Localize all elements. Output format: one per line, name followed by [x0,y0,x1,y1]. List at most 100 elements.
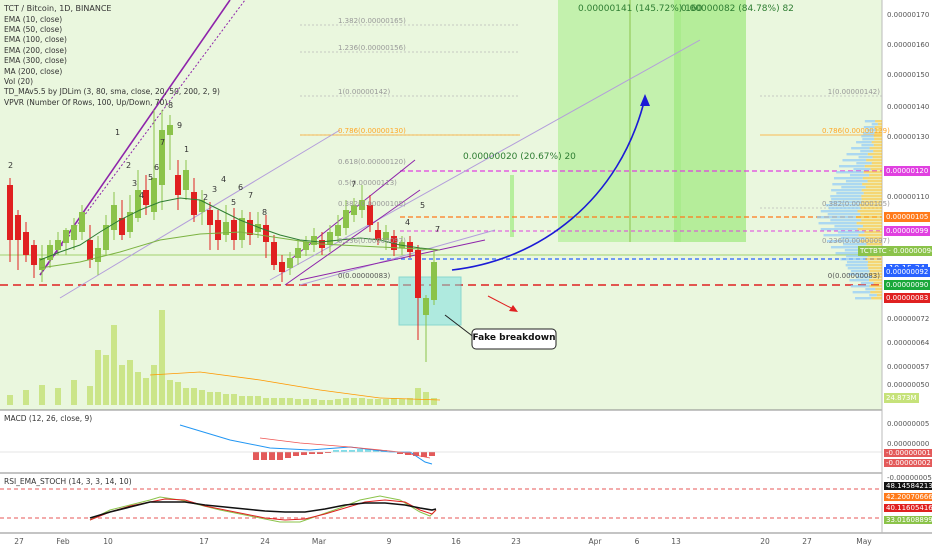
td-count: 5 [420,201,425,210]
fib-label-right: 0(0.00000083) [827,272,880,280]
candle [215,220,221,240]
vpvr-bar [861,198,882,201]
price-tick: 0.00000160 [887,41,930,49]
candle [79,212,85,232]
vpvr-bar [870,168,882,171]
candle [423,298,429,315]
td-count: 4 [139,191,144,200]
vpvr-bar [860,150,874,153]
vpvr-bar [863,192,882,195]
vpvr-bar [863,171,882,174]
volume-bar [271,398,277,405]
volume-profile [816,120,882,300]
td-count: 8 [168,101,173,110]
fib-label: 0(0.00000083) [338,272,391,280]
vpvr-bar [862,177,882,180]
vpvr-bar [869,174,882,177]
td-count: 2 [126,161,131,170]
vpvr-bar [860,201,882,204]
macd-tag: -0.00000002 [884,459,932,467]
td-count: 1 [115,128,120,137]
price-tick: 0.00000072 [887,315,930,323]
vpvr-bar [863,132,875,135]
fake-breakdown-box [398,276,462,326]
vpvr-bar [875,129,882,132]
volume-bar [143,378,149,405]
vpvr-bar [861,189,882,192]
indicator-label[interactable]: VPVR (Number Of Rows, 100, Up/Down, 70) [4,97,168,107]
vpvr-bar [871,123,878,126]
indicator-label[interactable]: EMA (50, close) [4,24,63,34]
indicator-label[interactable]: EMA (10, close) [4,14,63,24]
volume-bar [263,398,269,405]
rsi-tag: 48.14584213 [884,482,932,490]
td-count: 5 [148,173,153,182]
vpvr-bar [823,234,859,237]
rsi-tag: 33.01608899 [884,516,932,524]
candle [87,240,93,260]
candle [271,242,277,265]
td-count: 2 [203,193,208,202]
annotation-box[interactable] [471,328,557,350]
vpvr-bar [836,192,864,195]
candle [359,200,365,210]
macd-tick: -0.00000005 [887,474,932,482]
price-tag: 0.00000105 [884,212,931,222]
vpvr-bar [859,240,882,243]
indicator-label[interactable]: Vol (20) [4,76,34,86]
vpvr-bar [874,138,882,141]
vpvr-bar [841,186,866,189]
price-tag: TCTBTC · 0.00000094 [858,246,932,256]
indicator-label[interactable]: EMA (100, close) [4,35,67,45]
projection-box-large [558,0,681,242]
price-tag: 0.00000083 [884,293,931,303]
vpvr-bar [869,270,882,273]
vpvr-bar [818,222,857,225]
td-count: 2 [8,161,13,170]
candle [175,175,181,195]
vpvr-bar [873,144,882,147]
price-tick: 0.00000050 [887,381,930,389]
vpvr-bar [845,180,868,183]
macd-bar [373,450,379,452]
vpvr-bar [828,207,861,210]
price-tick: 0.00000130 [887,133,930,141]
vpvr-bar [863,126,875,129]
indicator-label[interactable]: EMA (200, close) [4,45,67,55]
volume-bar [95,350,101,405]
fib-label: 1(0.00000142) [338,88,391,96]
indicator-label[interactable]: MA (200, close) [4,66,63,76]
price-tick: 0.00000140 [887,103,930,111]
volume-bar [135,372,141,405]
vpvr-bar [843,243,867,246]
time-tick: 13 [671,537,681,546]
vpvr-bar [869,147,882,150]
fib-label: 0.5(0.00000113) [338,179,397,187]
legend: TCT / Bitcoin, 1D, BINANCE EMA (10, clos… [4,4,220,108]
candle [111,205,117,230]
macd-bar [269,452,275,460]
price-tick: 0.00000064 [887,339,930,347]
macd-bar [333,450,339,452]
vpvr-bar [820,228,858,231]
candle [255,224,261,232]
vpvr-bar [867,264,882,267]
candle [303,242,309,250]
indicator-label[interactable]: TD_MAv5.5 by JDLim (3, 80, sma, close, 2… [4,87,220,97]
vpvr-bar [846,153,868,156]
macd-bar [253,452,259,460]
macd-bar [349,450,355,452]
symbol-title[interactable]: TCT / Bitcoin, 1D, BINANCE [4,4,112,13]
volume-bar [351,398,357,405]
volume-bar [247,396,253,405]
macd-bar [365,449,371,452]
macd-bar [413,452,419,456]
rsi-label[interactable]: RSI_EMA_STOCH (14, 3, 3, 14, 10) [4,477,132,486]
indicator-label[interactable]: EMA (300, close) [4,56,67,66]
candle [95,248,101,262]
macd-bar [309,452,315,454]
vpvr-bar [832,183,863,186]
macd-label[interactable]: MACD (12, 26, close, 9) [4,414,93,423]
